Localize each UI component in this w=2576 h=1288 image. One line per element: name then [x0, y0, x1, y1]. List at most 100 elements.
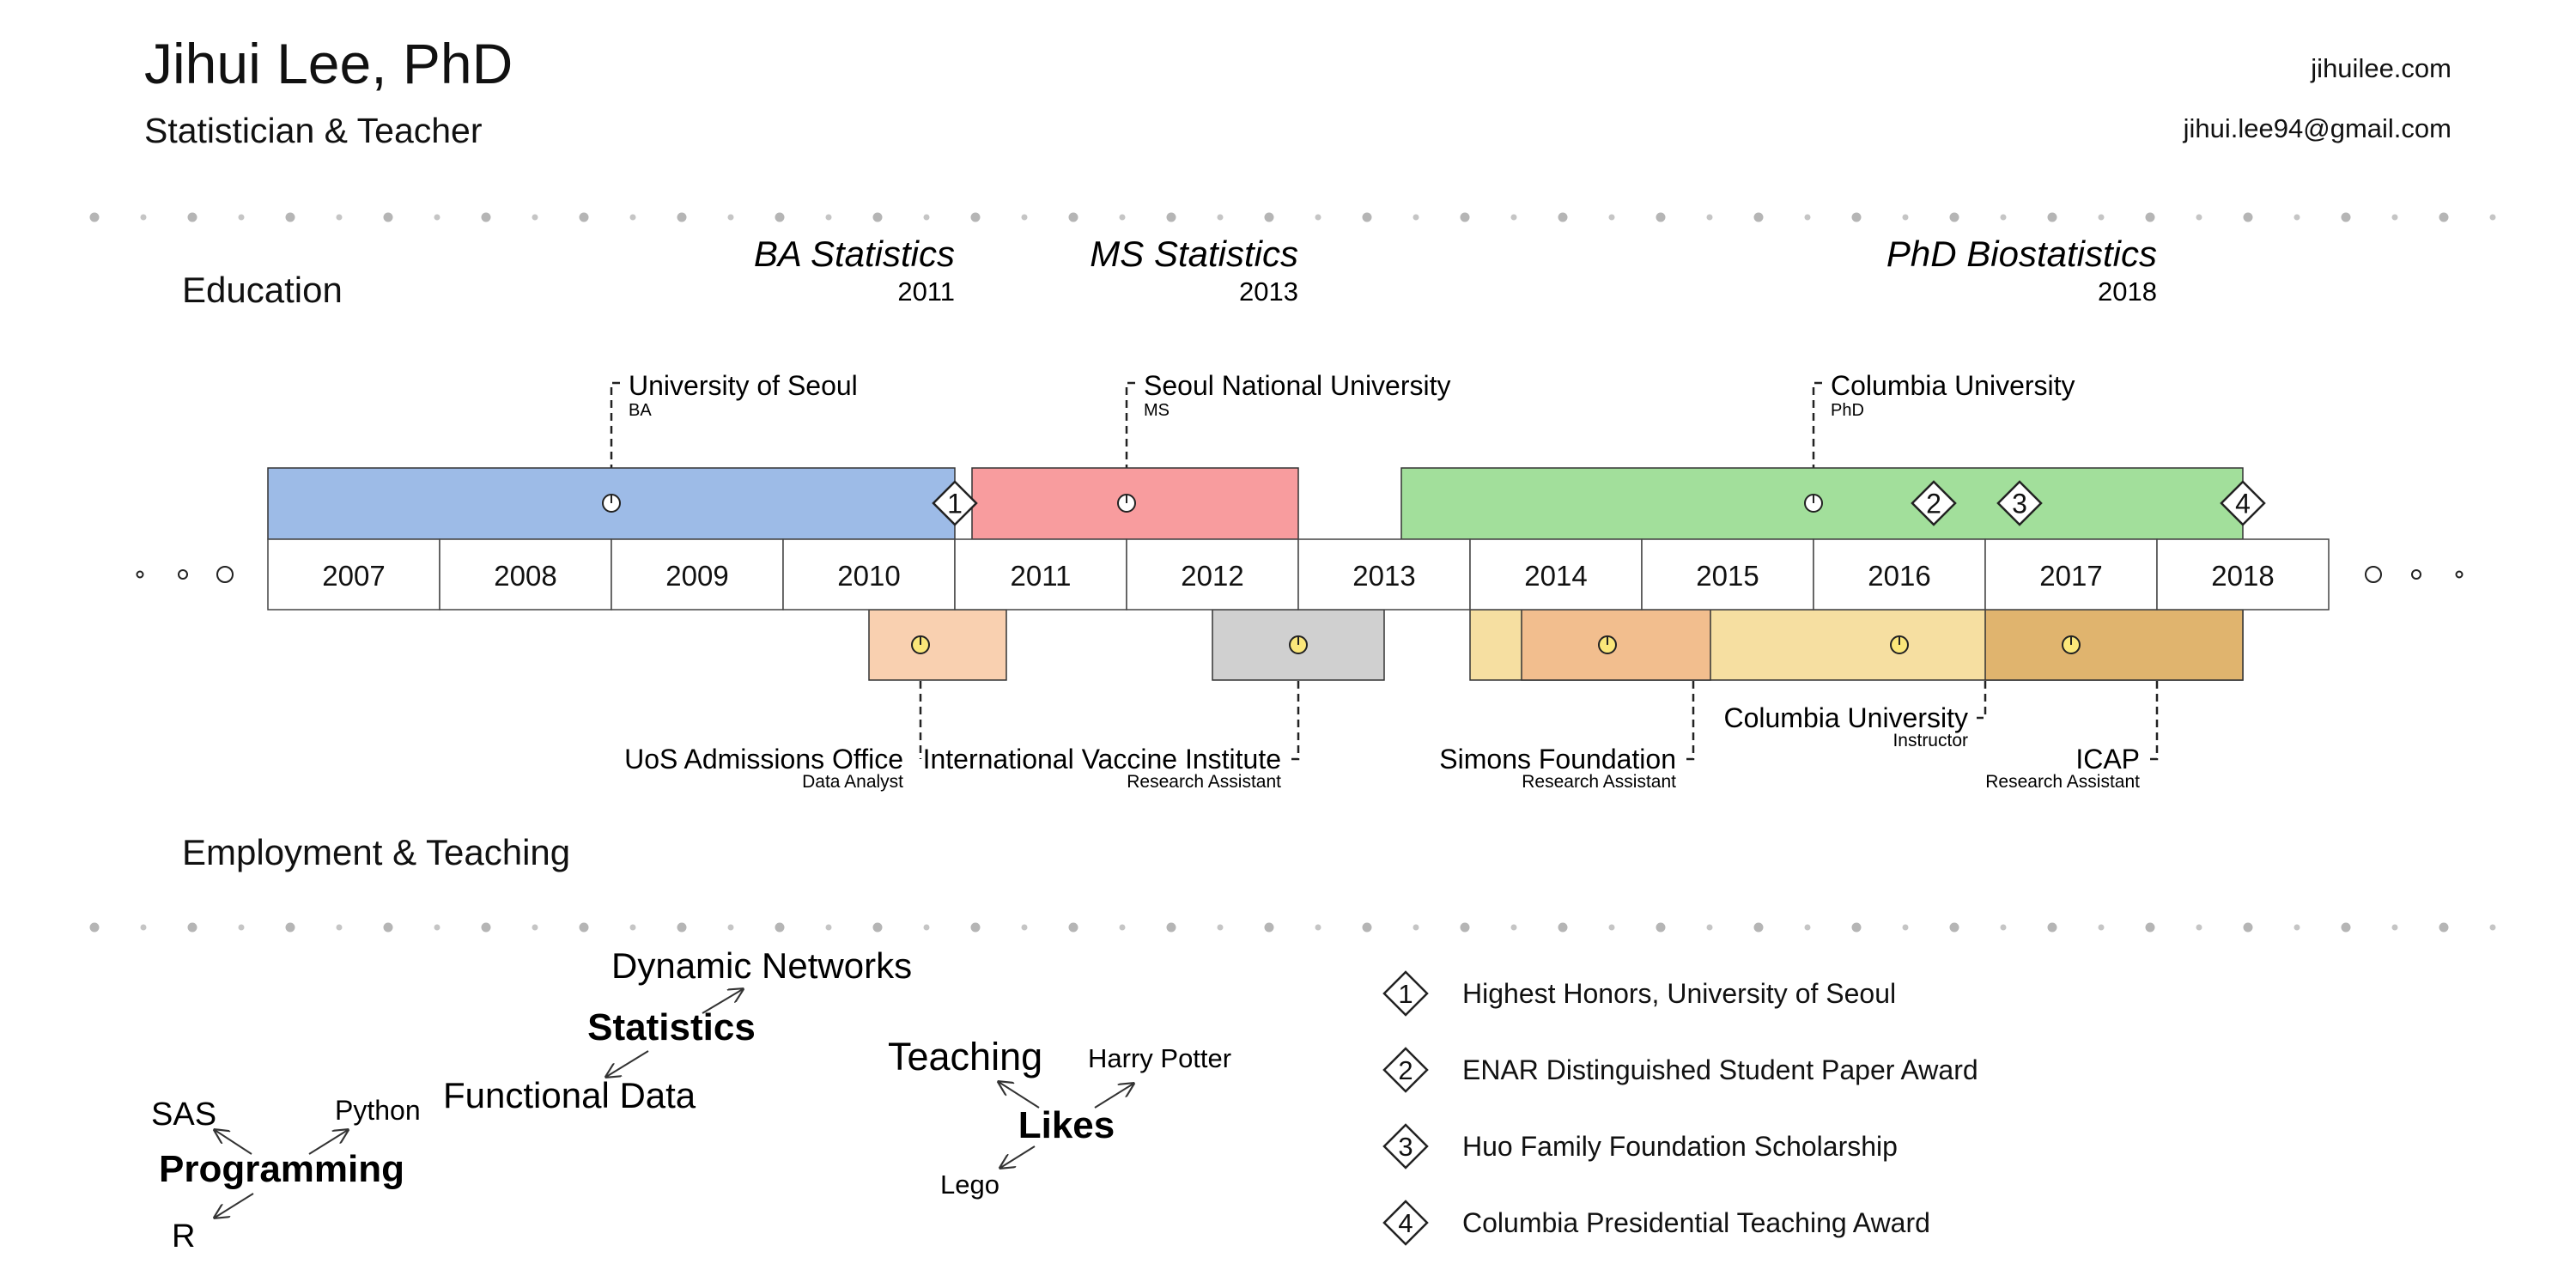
divider-dot — [1949, 212, 1959, 222]
institution-name: University of Seoul — [629, 370, 858, 401]
axis-end-dot — [2455, 570, 2464, 579]
email-link[interactable]: jihui.lee94@gmail.com — [2183, 113, 2451, 143]
divider-dot — [89, 922, 100, 933]
employer-name: Columbia University — [1723, 702, 1968, 733]
degree-title: BA Statistics — [754, 234, 955, 274]
year-label: 2014 — [1524, 560, 1587, 592]
skill-center-programming: Programming — [159, 1148, 404, 1190]
employment-label-icap: ICAP Research Assistant — [1985, 642, 2159, 792]
divider-dot — [579, 212, 589, 222]
divider-dot — [2196, 924, 2202, 931]
divider-top — [89, 212, 2496, 222]
skill-branch: Dynamic Networks — [611, 945, 912, 986]
divider-dot — [434, 924, 440, 931]
divider-dot — [187, 922, 197, 933]
award-diamond — [1996, 480, 2043, 526]
divider-dot — [2000, 924, 2007, 931]
divider-dot — [532, 214, 538, 221]
divider-dot — [1119, 214, 1126, 221]
divider-dot — [1021, 924, 1028, 931]
year-axis: 2007 2008 2009 2010 2011 2012 2013 2014 2015 2016… — [267, 538, 2330, 611]
award-name: ENAR Distinguished Student Paper Award — [1462, 1054, 1978, 1085]
divider-dot — [1558, 922, 1568, 933]
degree-year: 2018 — [2098, 276, 2157, 307]
divider-dot — [2243, 922, 2253, 933]
award-legend-diamond — [1382, 1047, 1429, 1093]
award-legend-diamond — [1382, 1200, 1429, 1246]
year-cell — [954, 538, 1127, 611]
year-label: 2010 — [837, 560, 900, 592]
skill-cluster-likes: Likes Teaching Harry Potter Lego — [888, 1035, 1231, 1200]
year-label: 2007 — [322, 560, 385, 592]
awards-legend: 1 Highest Honors, University of Seoul 2 ENA… — [1382, 970, 1978, 1246]
divider-dot — [1119, 924, 1126, 931]
divider-dot — [775, 922, 785, 933]
degree-title: PhD Biostatistics — [1886, 234, 2157, 274]
divider-dot — [1413, 214, 1419, 221]
award-number: 3 — [1398, 1132, 1413, 1162]
divider-dot — [2098, 214, 2105, 221]
divider-dot — [1510, 924, 1517, 931]
website-link[interactable]: jihuilee.com — [2310, 53, 2451, 83]
employment-bar — [868, 609, 1007, 681]
year-cell — [439, 538, 612, 611]
axis-end-dot — [216, 566, 234, 583]
year-cell — [1984, 538, 2158, 611]
skill-branch: Teaching — [888, 1035, 1042, 1078]
year-label: 2008 — [494, 560, 556, 592]
divider-dot — [727, 924, 734, 931]
divider-dot — [1706, 214, 1713, 221]
divider-dot — [1166, 212, 1176, 222]
institution-name: Seoul National University — [1144, 370, 1451, 401]
divider-dot — [1315, 214, 1321, 221]
year-cell — [1126, 538, 1299, 611]
year-label: 2011 — [1011, 560, 1072, 592]
degree-label: BA — [629, 401, 652, 420]
award-name: Highest Honors, University of Seoul — [1462, 978, 1896, 1009]
employment-label-simons: Simons Foundation Research Assistant — [1439, 642, 1695, 792]
divider-dot — [1656, 212, 1666, 222]
divider-dot — [629, 214, 636, 221]
divider-dot — [579, 922, 589, 933]
divider-dot — [481, 212, 491, 222]
divider-dot — [238, 214, 245, 221]
divider-dot — [2489, 924, 2496, 931]
divider-dot — [1460, 212, 1470, 222]
skill-cluster-programming: Programming SAS Python R — [151, 1095, 421, 1255]
divider-dot — [1413, 924, 1419, 931]
employment-label-ivi: International Vaccine Institute Research… — [923, 642, 1300, 792]
degree-year: 2013 — [1239, 276, 1298, 307]
award-legend-diamond — [1382, 970, 1429, 1017]
degree-year: 2011 — [897, 276, 955, 307]
degree-title: MS Statistics — [1090, 234, 1298, 274]
divider-dot — [89, 212, 100, 222]
year-cell — [1641, 538, 1814, 611]
education-label-snu: Seoul National University MS — [1125, 370, 1451, 498]
divider-bottom — [89, 922, 2496, 933]
employer-name: UoS Admissions Office — [624, 744, 903, 775]
divider-dot — [1217, 214, 1224, 221]
skill-arrow — [215, 1193, 254, 1218]
award-name: Huo Family Foundation Scholarship — [1462, 1131, 1898, 1162]
institution-name: Columbia University — [1831, 370, 2075, 401]
divider-dot — [187, 212, 197, 222]
divider-dot — [285, 212, 295, 222]
education-label-uos: University of Seoul BA — [610, 370, 858, 498]
divider-dot — [1804, 924, 1811, 931]
divider-dot — [1902, 214, 1909, 221]
divider-dot — [140, 924, 147, 931]
skill-arrow — [606, 1050, 649, 1077]
divider-dot — [1362, 212, 1372, 222]
role-label: Instructor — [1893, 731, 1968, 750]
year-cell — [267, 538, 440, 611]
skill-branch: Lego — [940, 1170, 999, 1200]
year-label: 2009 — [665, 560, 728, 592]
cv-subtitle: Statistician & Teacher — [144, 111, 483, 150]
award-number: 1 — [1398, 979, 1413, 1009]
divider-dot — [2391, 214, 2398, 221]
divider-dot — [2341, 212, 2351, 222]
year-cell — [2156, 538, 2330, 611]
axis-end-dot — [178, 569, 188, 580]
divider-dot — [1315, 924, 1321, 931]
